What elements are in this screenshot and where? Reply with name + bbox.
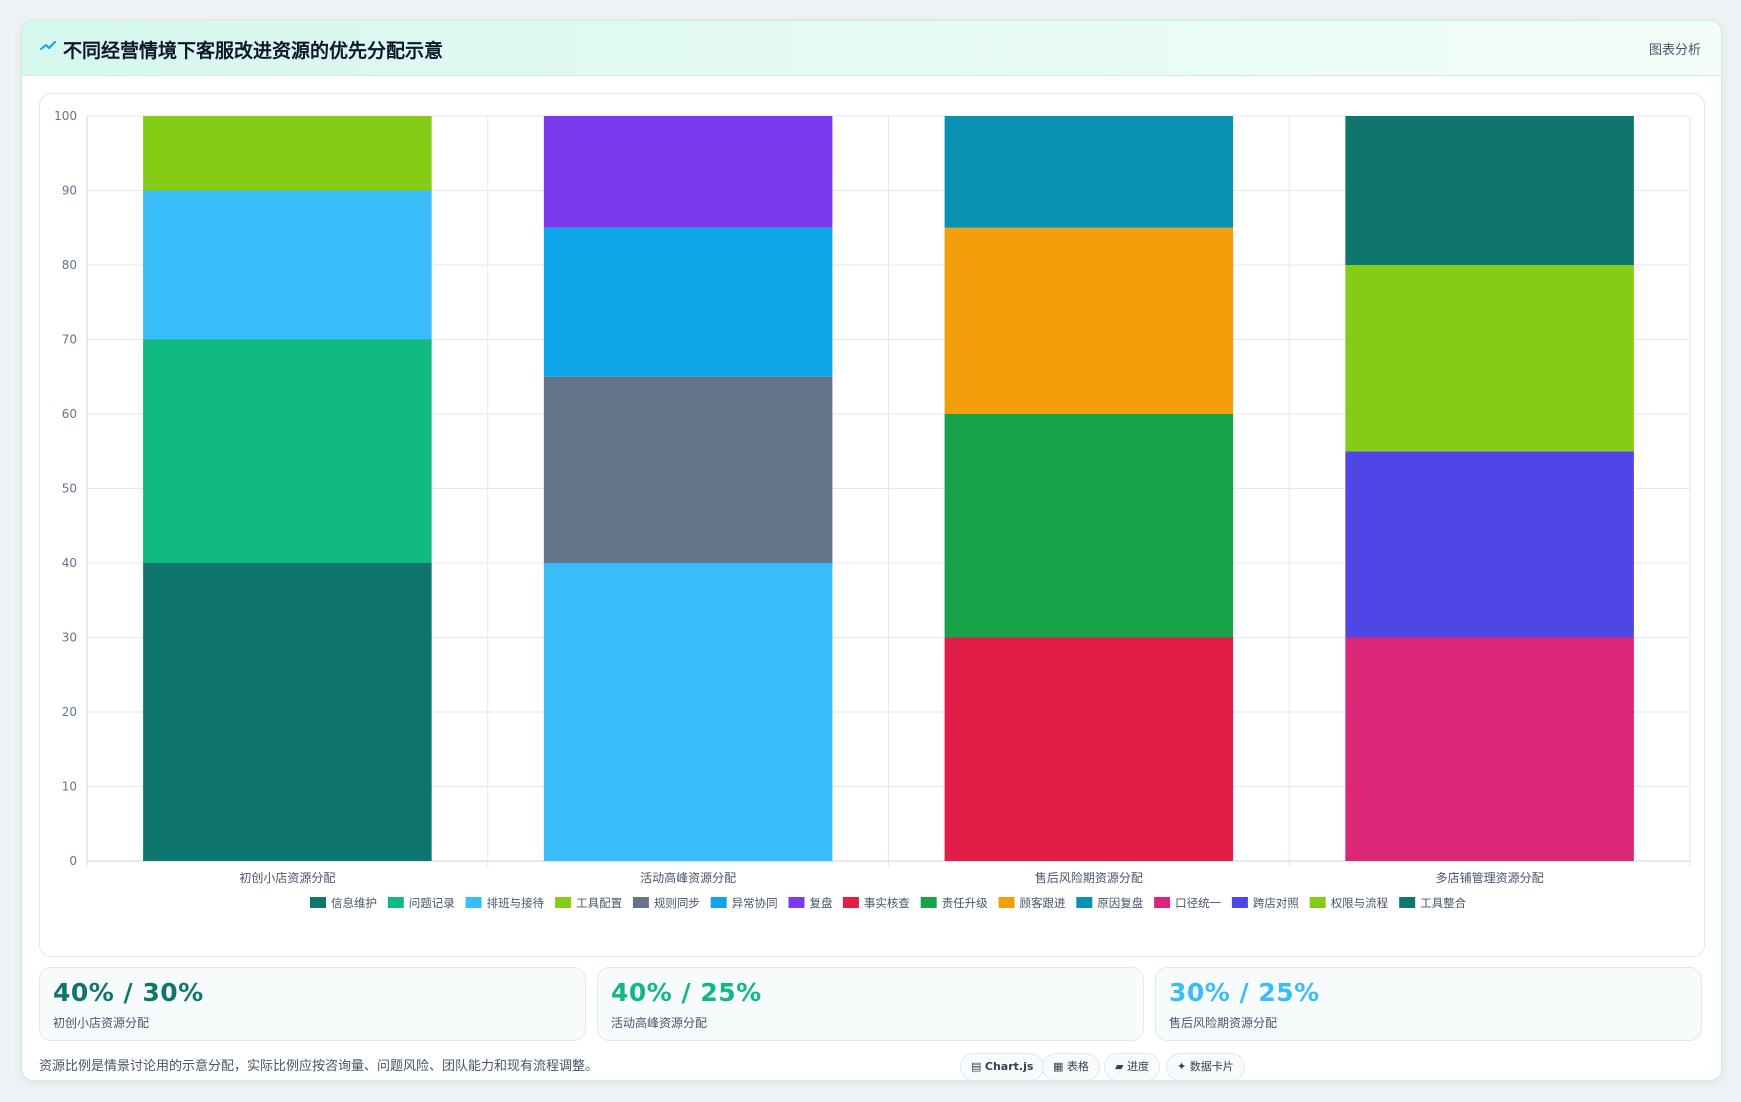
tag-table[interactable]: ▦ 表格 <box>1042 1053 1100 1080</box>
y-tick-label: 20 <box>62 705 77 719</box>
legend-label: 事实核查 <box>864 896 910 910</box>
legend-swatch <box>1154 897 1171 908</box>
bar-segment <box>543 563 833 861</box>
stat-card: 40% / 30% 初创小店资源分配 <box>39 967 586 1041</box>
bar-segment <box>944 116 1234 228</box>
stacked-bar-chart: 0 10 20 30 40 50 60 70 80 90 100 初创小店资源分配 活动高峰资源分配 售后… <box>54 109 1691 910</box>
legend-label: 权限与流程 <box>1331 896 1389 910</box>
bar-segment <box>543 376 833 563</box>
legend-swatch <box>555 897 572 908</box>
chart-analysis-button[interactable]: 图表分析 <box>1648 43 1701 58</box>
legend-label: 信息维护 <box>331 896 377 910</box>
chart-panel: 0 10 20 30 40 50 60 70 80 90 100 初创小店资源分配 活动高峰资源分配 售后… <box>39 93 1705 957</box>
legend-label: 顾客跟进 <box>1020 896 1066 910</box>
table-icon: ▦ <box>1053 1060 1067 1073</box>
stat-value: 40% / 30% <box>53 978 204 1007</box>
y-tick-label: 30 <box>62 631 77 645</box>
y-tick-label: 60 <box>62 407 77 421</box>
stat-label: 初创小店资源分配 <box>53 1016 150 1030</box>
stat-card: 30% / 25% 售后风险期资源分配 <box>1155 967 1702 1041</box>
legend-swatch <box>920 897 937 908</box>
legend-label: 排班与接待 <box>487 896 545 910</box>
y-tick-label: 10 <box>62 780 77 794</box>
legend-label: 复盘 <box>810 896 833 910</box>
progress-icon: ▰ <box>1115 1060 1127 1073</box>
bar-segment <box>1345 116 1634 265</box>
sparkle-icon: ✦ <box>1177 1060 1190 1073</box>
legend-swatch <box>632 897 649 908</box>
bar-segment <box>543 227 833 377</box>
stat-cards: 40% / 30% 初创小店资源分配 40% / 25% 活动高峰资源分配 30… <box>39 967 1703 1041</box>
bar-segment <box>944 414 1234 638</box>
stat-label: 售后风险期资源分配 <box>1169 1016 1278 1030</box>
x-tick-label: 活动高峰资源分配 <box>640 870 736 885</box>
tag-label: 表格 <box>1066 1060 1089 1073</box>
tag-data-card[interactable]: ✦ 数据卡片 <box>1166 1053 1245 1080</box>
card-header: 不同经营情境下客服改进资源的优先分配示意 图表分析 <box>22 21 1721 76</box>
legend-swatch <box>788 897 805 908</box>
tag-chartjs[interactable]: ▤ Chart.js <box>960 1053 1045 1080</box>
y-tick-label: 90 <box>62 184 77 198</box>
legend-label: 异常协同 <box>732 896 778 910</box>
legend-swatch <box>387 897 404 908</box>
tag-label: 数据卡片 <box>1189 1060 1234 1073</box>
legend-swatch <box>842 897 859 908</box>
stat-card: 40% / 25% 活动高峰资源分配 <box>597 967 1144 1041</box>
legend-swatch <box>710 897 727 908</box>
legend-swatch <box>1076 897 1093 908</box>
legend-swatch <box>998 897 1015 908</box>
legend-label: 工具整合 <box>1420 896 1466 910</box>
stat-value: 30% / 25% <box>1169 978 1320 1007</box>
legend-swatch <box>1309 897 1326 908</box>
legend-label: 问题记录 <box>409 896 455 910</box>
bar-segment <box>1345 637 1634 861</box>
chart-icon: ▤ <box>971 1060 985 1073</box>
y-tick-label: 50 <box>62 482 77 496</box>
legend-label: 责任升级 <box>942 896 988 910</box>
legend-swatch <box>310 897 326 908</box>
legend-label: 原因复盘 <box>1097 896 1143 910</box>
y-tick-label: 70 <box>62 333 77 347</box>
x-tick-label: 初创小店资源分配 <box>239 871 335 885</box>
y-tick-label: 100 <box>54 109 77 123</box>
stat-label: 活动高峰资源分配 <box>611 1016 708 1030</box>
y-tick-label: 0 <box>69 854 77 868</box>
page-title: 不同经营情境下客服改进资源的优先分配示意 <box>63 40 444 62</box>
y-tick-label: 80 <box>62 258 77 272</box>
bar-segment <box>944 637 1234 861</box>
legend-swatch <box>1399 897 1416 908</box>
y-tick-label: 40 <box>62 556 77 570</box>
bar-segment <box>143 339 432 563</box>
trend-line-icon <box>40 41 56 50</box>
legend-label: 跨店对照 <box>1253 896 1299 910</box>
tag-progress[interactable]: ▰ 进度 <box>1104 1053 1160 1080</box>
tag-label: 进度 <box>1126 1060 1149 1073</box>
bar-segment <box>543 116 833 228</box>
footer-note: 资源比例是情景讨论用的示意分配，实际比例应按咨询量、问题风险、团队能力和现有流程… <box>39 1059 599 1074</box>
x-tick-label: 多店铺管理资源分配 <box>1436 870 1544 885</box>
x-tick-label: 售后风险期资源分配 <box>1035 870 1143 885</box>
chart-card: 不同经营情境下客服改进资源的优先分配示意 图表分析 0 10 20 30 40 50 60 7… <box>21 20 1722 1081</box>
bar-segment <box>143 190 432 340</box>
bar-segment <box>1345 265 1634 452</box>
tag-label: Chart.js <box>984 1060 1034 1073</box>
legend-label: 规则同步 <box>654 896 700 910</box>
legend-swatch <box>465 897 482 908</box>
bar-segment <box>1345 451 1634 638</box>
stat-value: 40% / 25% <box>611 978 762 1007</box>
legend-label: 工具配置 <box>576 896 622 910</box>
legend-label: 口径统一 <box>1175 896 1221 910</box>
bar-segment <box>143 563 432 861</box>
bar-segment <box>143 116 432 191</box>
bar-segment <box>944 227 1234 414</box>
legend-swatch <box>1231 897 1248 908</box>
